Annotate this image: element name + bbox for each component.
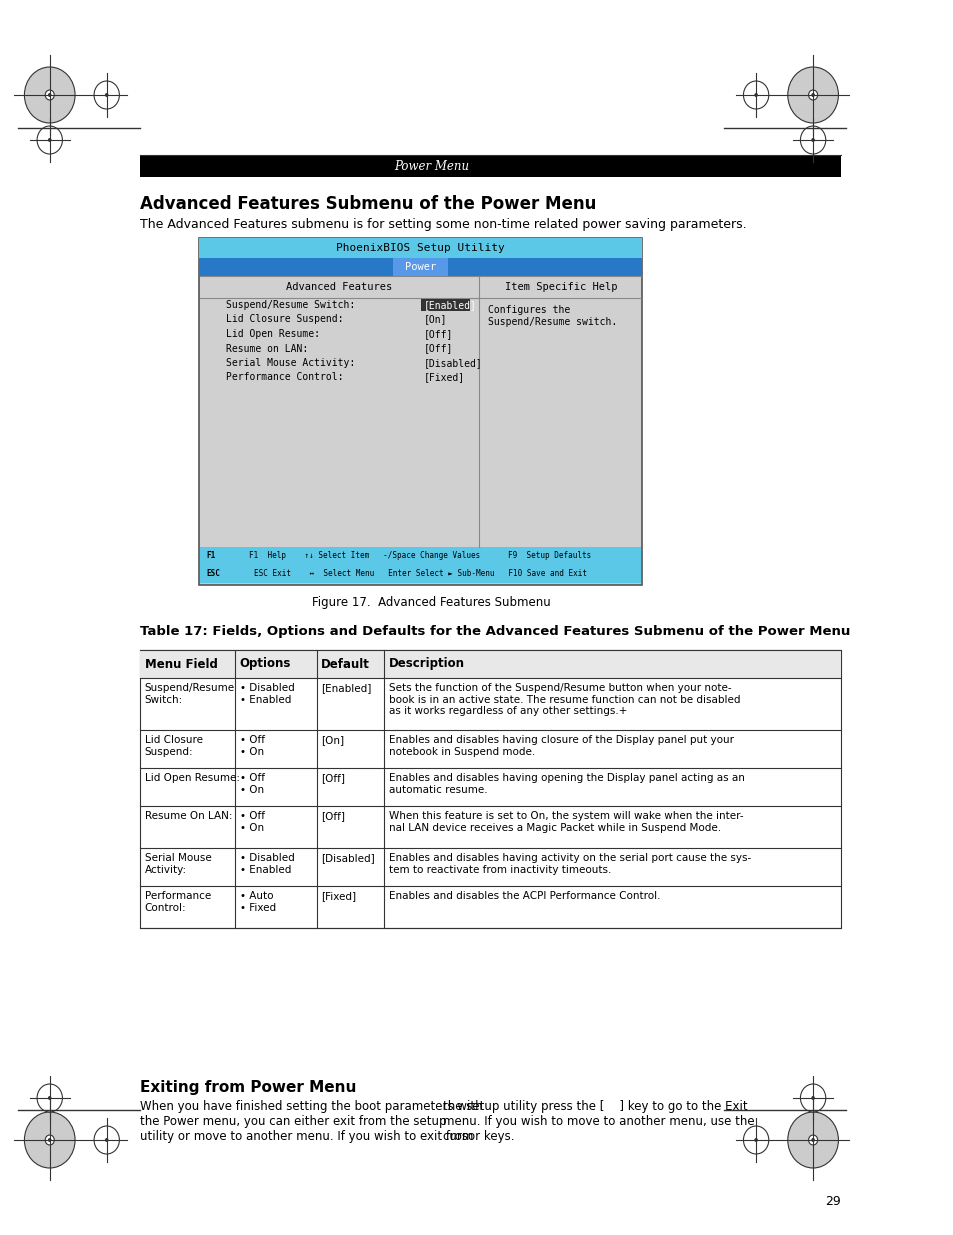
Circle shape [105,93,109,98]
Text: Advanced Features: Advanced Features [286,282,392,291]
Text: Serial Mouse Activity:: Serial Mouse Activity: [226,358,355,368]
Circle shape [45,1135,54,1145]
Text: PhoenixBIOS Setup Utility: PhoenixBIOS Setup Utility [335,243,504,253]
Bar [140,650,841,927]
Circle shape [94,1126,119,1153]
Text: • Disabled
• Enabled: • Disabled • Enabled [239,683,294,705]
Bar [199,258,641,275]
Text: [Off]: [Off] [423,329,452,338]
Circle shape [810,1137,814,1142]
Circle shape [25,1112,75,1168]
Text: When you have finished setting the boot parameters with
the Power menu, you can : When you have finished setting the boot … [140,1100,482,1144]
Bar [393,258,447,275]
Circle shape [48,138,51,142]
Bar [140,156,841,177]
Text: Resume On LAN:: Resume On LAN: [145,811,232,821]
Circle shape [808,1135,817,1145]
Text: Resume on LAN:: Resume on LAN: [226,343,308,353]
Circle shape [94,82,119,109]
Text: • Off
• On: • Off • On [239,773,264,794]
Circle shape [787,67,838,124]
Circle shape [787,1112,838,1168]
Text: [On]: [On] [423,315,446,325]
Text: Power Menu: Power Menu [394,159,469,173]
Text: • Auto
• Fixed: • Auto • Fixed [239,890,275,913]
Text: Options: Options [239,657,291,671]
Text: Lid Closure Suspend:: Lid Closure Suspend: [226,315,343,325]
Text: Default: Default [321,657,370,671]
Circle shape [105,1137,109,1142]
Text: Lid Closure
Suspend:: Lid Closure Suspend: [145,735,202,757]
Text: Item Specific Help: Item Specific Help [504,282,617,291]
Text: Serial Mouse
Activity:: Serial Mouse Activity: [145,853,212,874]
Circle shape [37,126,62,154]
Text: [Off]: [Off] [321,773,345,783]
Text: ESC Exit    ↔  Select Menu   Enter Select ► Sub-Menu   F10 Save and Exit: ESC Exit ↔ Select Menu Enter Select ► Su… [253,569,586,578]
Circle shape [800,1084,825,1112]
Circle shape [754,93,757,98]
Bar [420,299,470,311]
Circle shape [810,93,814,98]
Text: • Disabled
• Enabled: • Disabled • Enabled [239,853,294,874]
Text: Advanced Features Submenu of the Power Menu: Advanced Features Submenu of the Power M… [140,195,596,212]
Bar [200,564,640,583]
Text: Performance
Control:: Performance Control: [145,890,211,913]
Text: Configures the
Suspend/Resume switch.: Configures the Suspend/Resume switch. [488,305,617,326]
Text: [Fixed]: [Fixed] [423,373,464,383]
Bar [140,650,841,678]
Text: The Advanced Features submenu is for setting some non-time related power saving : The Advanced Features submenu is for set… [140,219,746,231]
Text: Enables and disables having closure of the Display panel put your
notebook in Su: Enables and disables having closure of t… [389,735,733,757]
Text: Description: Description [389,657,464,671]
Text: F1: F1 [206,552,215,561]
Text: Lid Open Resume:: Lid Open Resume: [145,773,239,783]
Text: Suspend/Resume
Switch:: Suspend/Resume Switch: [145,683,234,705]
Text: • Off
• On: • Off • On [239,811,264,832]
Text: Enables and disables the ACPI Performance Control.: Enables and disables the ACPI Performanc… [389,890,659,902]
Text: 29: 29 [824,1195,841,1208]
Text: Enables and disables having opening the Display panel acting as an
automatic res: Enables and disables having opening the … [389,773,744,794]
Text: Lid Open Resume:: Lid Open Resume: [226,329,320,338]
Bar [200,547,640,564]
Circle shape [48,1095,51,1100]
Text: [Off]: [Off] [321,811,345,821]
Text: Performance Control:: Performance Control: [226,373,343,383]
Text: Suspend/Resume Switch:: Suspend/Resume Switch: [226,300,355,310]
Text: Power: Power [404,262,436,272]
Bar [199,238,641,585]
Text: Figure 17.  Advanced Features Submenu: Figure 17. Advanced Features Submenu [312,597,550,609]
Text: F1  Help    ↑↓ Select Item   -/Space Change Values      F9  Setup Defaults: F1 Help ↑↓ Select Item -/Space Change Va… [249,552,591,561]
Circle shape [754,1137,757,1142]
Circle shape [48,93,51,98]
Circle shape [810,1095,814,1100]
Circle shape [742,82,768,109]
Circle shape [810,138,814,142]
Bar [199,238,641,258]
Text: [Disabled]: [Disabled] [423,358,481,368]
Text: the setup utility press the [    ] key to go to the Exit
menu. If you wish to mo: the setup utility press the [ ] key to g… [443,1100,754,1144]
Text: Menu Field: Menu Field [145,657,217,671]
Circle shape [808,90,817,100]
Text: [On]: [On] [321,735,344,745]
Text: [Enabled]: [Enabled] [321,683,371,693]
Text: ESC: ESC [206,569,220,578]
Circle shape [800,126,825,154]
Circle shape [48,1137,51,1142]
Text: When this feature is set to On, the system will wake when the inter-
nal LAN dev: When this feature is set to On, the syst… [389,811,742,832]
Text: Sets the function of the Suspend/Resume button when your note-
book is in an act: Sets the function of the Suspend/Resume … [389,683,740,716]
Bar [200,275,640,547]
Circle shape [45,90,54,100]
Text: Enables and disables having activity on the serial port cause the sys-
tem to re: Enables and disables having activity on … [389,853,750,874]
Text: Table 17: Fields, Options and Defaults for the Advanced Features Submenu of the : Table 17: Fields, Options and Defaults f… [140,625,850,638]
Text: [Fixed]: [Fixed] [321,890,355,902]
Text: [Enabled]: [Enabled] [423,300,476,310]
Text: [Off]: [Off] [423,343,452,353]
Circle shape [25,67,75,124]
Text: • Off
• On: • Off • On [239,735,264,757]
Circle shape [37,1084,62,1112]
Text: [Disabled]: [Disabled] [321,853,375,863]
Circle shape [742,1126,768,1153]
Text: Exiting from Power Menu: Exiting from Power Menu [140,1079,356,1095]
